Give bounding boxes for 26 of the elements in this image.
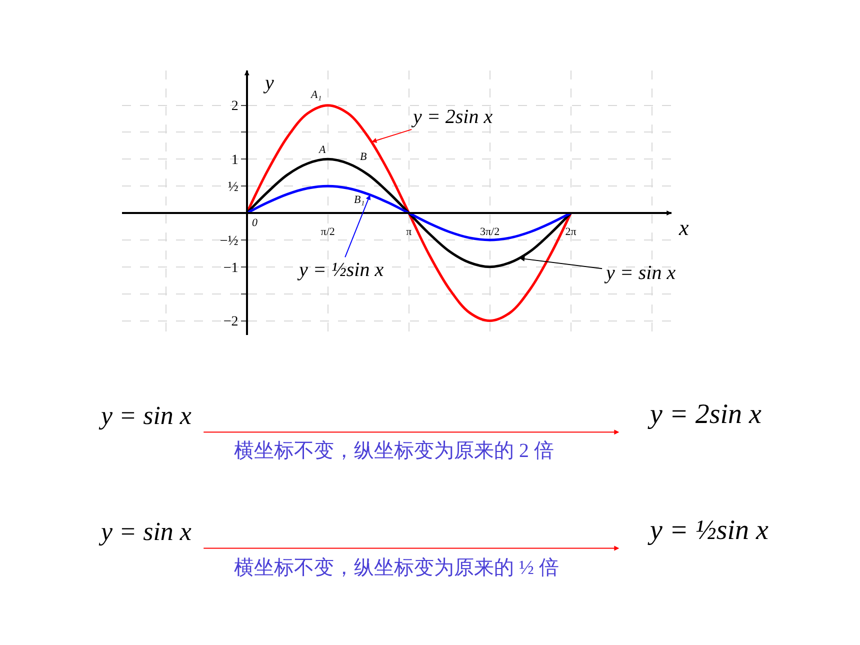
y-axis-title: y — [263, 72, 274, 94]
annotation: 0 — [252, 217, 258, 229]
annotation: B — [360, 151, 367, 163]
text: y = 2sin x — [647, 399, 762, 430]
y-tick-label: −½ — [220, 234, 238, 249]
text: y = sin x — [98, 517, 192, 546]
x-tick-label: 2π — [565, 226, 577, 238]
y-tick-label: 1 — [231, 153, 238, 168]
annotation: A — [318, 144, 326, 156]
text: y = sin x — [98, 401, 192, 430]
y-tick-label: ½ — [228, 180, 238, 196]
annotation: A₁ — [310, 89, 322, 101]
text: 横坐标不变，纵坐标变为原来的 2 倍 — [234, 440, 554, 462]
x-axis-title: x — [678, 215, 689, 240]
y-tick-label: −2 — [223, 314, 238, 330]
annotation: y = sin x — [604, 262, 676, 284]
y-tick-label: 2 — [231, 99, 238, 114]
x-tick-label: 3π/2 — [480, 226, 500, 238]
annotation: y = ½sin x — [297, 259, 384, 281]
annotation: B₁ — [354, 194, 365, 206]
x-tick-label: π/2 — [320, 226, 335, 238]
annotation: y = 2sin x — [411, 106, 493, 128]
x-tick-label: π — [406, 226, 412, 238]
text: y = ½sin x — [647, 515, 769, 546]
text: 横坐标不变，纵坐标变为原来的 ½ 倍 — [234, 557, 559, 579]
y-tick-label: −1 — [223, 260, 238, 276]
